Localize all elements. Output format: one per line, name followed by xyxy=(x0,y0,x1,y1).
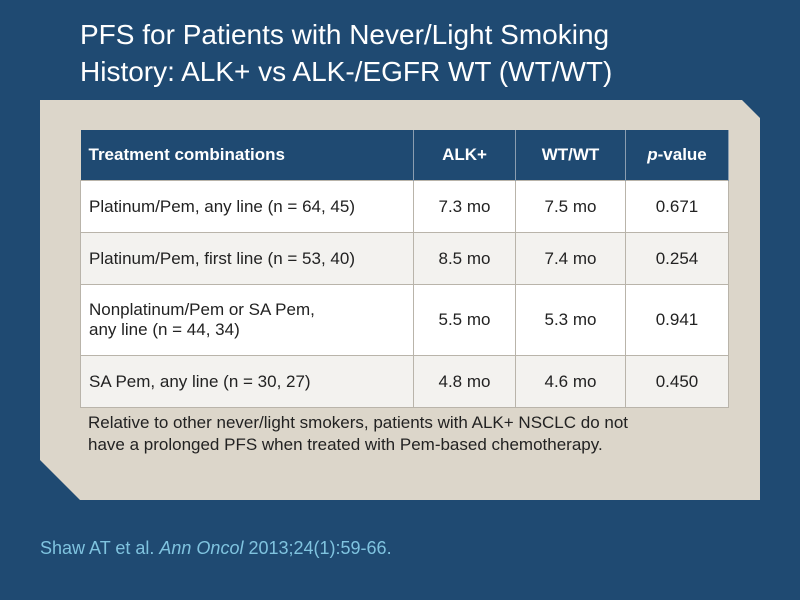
citation-details: 2013;24(1):59-66. xyxy=(243,538,392,558)
table-cell: 7.4 mo xyxy=(515,232,626,285)
header-italic: p xyxy=(647,145,658,164)
note: Relative to other never/light smokers, p… xyxy=(88,412,628,456)
header-row: Treatment combinations ALK+ WT/WT p-valu… xyxy=(80,130,729,181)
table-cell: 8.5 mo xyxy=(413,232,516,285)
table-cell: 7.3 mo xyxy=(413,180,516,233)
title: PFS for Patients with Never/Light Smokin… xyxy=(80,16,612,90)
table-cell: 0.671 xyxy=(625,180,729,233)
table-cell: SA Pem, any line (n = 30, 27) xyxy=(80,355,414,408)
table-cell: 4.8 mo xyxy=(413,355,516,408)
title-line: History: ALK+ vs ALK-/EGFR WT (WT/WT) xyxy=(80,56,613,87)
table-row: SA Pem, any line (n = 30, 27) 4.8 mo 4.6 m… xyxy=(80,355,729,408)
title-line: PFS for Patients with Never/Light Smokin… xyxy=(80,19,610,50)
table-cell: 4.6 mo xyxy=(515,355,626,408)
header-cell: Treatment combinations xyxy=(80,130,414,181)
cell-line: any line (n = 44, 34) xyxy=(89,320,240,339)
table-cell: Platinum/Pem, any line (n = 64, 45) xyxy=(80,180,414,233)
table-row: Platinum/Pem, first line (n = 53, 40) 8.5… xyxy=(80,232,729,285)
table: Treatment combinations ALK+ WT/WT p-valu… xyxy=(80,130,729,408)
note-line: have a prolonged PFS when treated with P… xyxy=(88,435,603,454)
table-cell: 0.254 xyxy=(625,232,729,285)
header-cell: ALK+ xyxy=(413,130,516,181)
citation: Shaw AT et al. Ann Oncol 2013;24(1):59-6… xyxy=(40,538,392,559)
table-cell: 5.3 mo xyxy=(515,284,626,356)
header-cell: WT/WT xyxy=(515,130,626,181)
citation-authors: Shaw AT et al. xyxy=(40,538,160,558)
table-cell: 7.5 mo xyxy=(515,180,626,233)
table-cell: 0.450 xyxy=(625,355,729,408)
table-cell: 0.941 xyxy=(625,284,729,356)
table-cell: Nonplatinum/Pem or SA Pem, any line (n = … xyxy=(80,284,414,356)
header-text: -value xyxy=(657,145,707,164)
table-row: Platinum/Pem, any line (n = 64, 45) 7.3 m… xyxy=(80,180,729,233)
table-cell: Platinum/Pem, first line (n = 53, 40) xyxy=(80,232,414,285)
note-line: Relative to other never/light smokers, p… xyxy=(88,413,629,432)
citation-journal: Ann Oncol xyxy=(159,538,244,558)
header-cell: p-value xyxy=(625,130,729,181)
table-cell: 5.5 mo xyxy=(413,284,516,356)
table-row: Nonplatinum/Pem or SA Pem, any line (n = … xyxy=(80,284,729,356)
cell-line: Nonplatinum/Pem or SA Pem, xyxy=(89,300,315,319)
